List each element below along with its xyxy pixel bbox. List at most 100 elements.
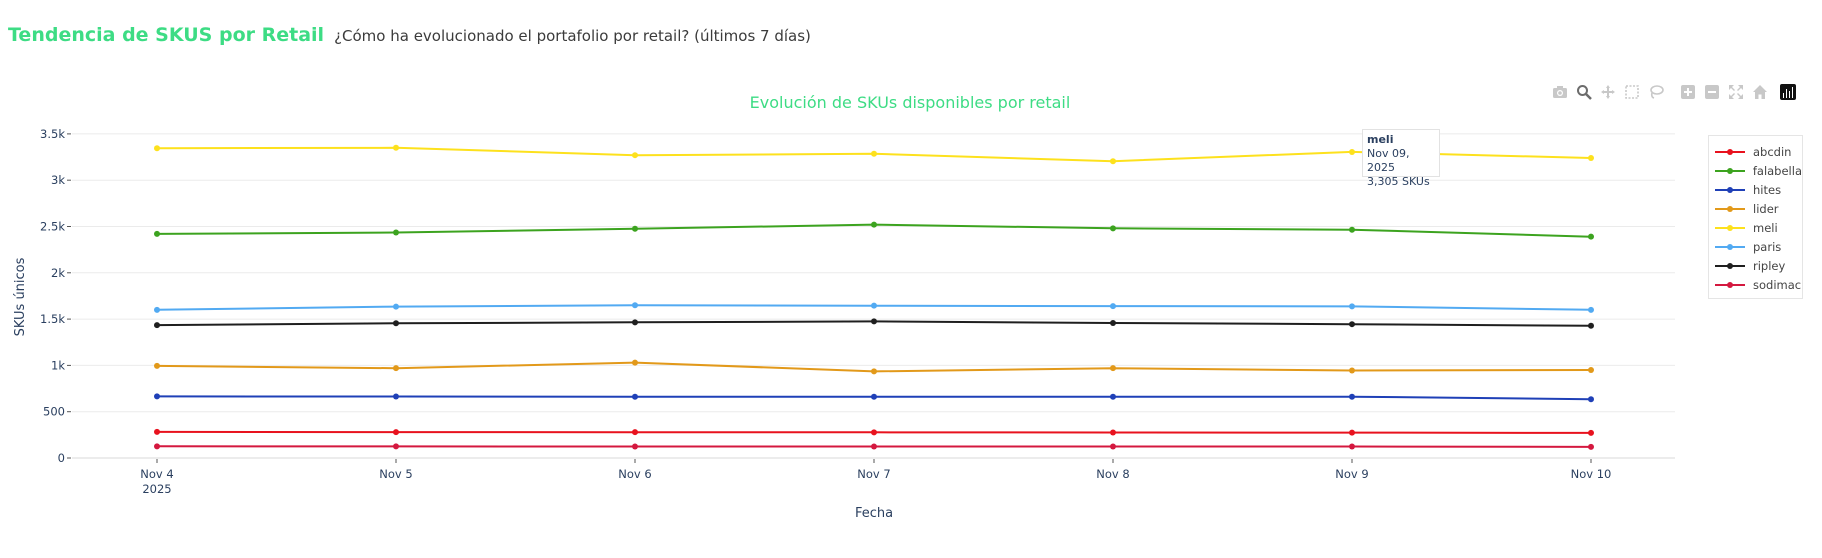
y-tick-label: 2k [51, 266, 65, 280]
data-point-abcdin[interactable] [1349, 429, 1355, 436]
data-point-ripley[interactable] [1588, 322, 1594, 329]
data-point-lider[interactable] [1110, 365, 1116, 372]
series-lider [154, 359, 1594, 375]
data-point-abcdin[interactable] [1110, 429, 1116, 436]
data-point-hites[interactable] [1110, 393, 1116, 400]
lasso-icon[interactable] [1648, 84, 1664, 100]
legend-label: hites [1753, 182, 1782, 197]
data-point-abcdin[interactable] [1588, 429, 1594, 436]
x-axis-label: Fecha [855, 506, 893, 521]
data-point-sodimac[interactable] [1588, 443, 1594, 450]
data-point-falabella[interactable] [154, 230, 160, 237]
zoom-out-icon[interactable] [1704, 84, 1720, 100]
data-point-hites[interactable] [154, 393, 160, 400]
data-point-ripley[interactable] [154, 322, 160, 329]
page-title: Tendencia de SKUS por Retail [8, 24, 325, 46]
data-point-falabella[interactable] [1349, 226, 1355, 233]
legend-item-lider[interactable]: lider [1709, 199, 1802, 218]
legend-swatch [1715, 166, 1745, 176]
data-point-paris[interactable] [1349, 303, 1355, 310]
legend-swatch [1715, 185, 1745, 195]
data-point-paris[interactable] [632, 302, 638, 309]
y-axis: 0 500 1k 1.5k 2k 2.5k 3k 3.5k [40, 127, 71, 465]
data-point-sodimac[interactable] [154, 443, 160, 450]
data-point-abcdin[interactable] [632, 429, 638, 436]
series-abcdin [154, 428, 1594, 436]
data-point-meli[interactable] [632, 152, 638, 159]
data-point-abcdin[interactable] [154, 428, 160, 435]
data-point-sodimac[interactable] [1349, 443, 1355, 450]
box-select-icon[interactable] [1624, 84, 1640, 100]
series-lines [154, 144, 1594, 450]
data-point-ripley[interactable] [1349, 321, 1355, 328]
legend-item-falabella[interactable]: falabella [1709, 161, 1802, 180]
data-point-lider[interactable] [632, 359, 638, 366]
y-tick-label: 1.5k [40, 312, 65, 326]
data-point-meli[interactable] [1349, 148, 1355, 155]
legend-swatch [1715, 147, 1745, 157]
legend-item-hites[interactable]: hites [1709, 180, 1802, 199]
data-point-hites[interactable] [871, 393, 877, 400]
tooltip-series: meli [1367, 133, 1394, 146]
data-point-meli[interactable] [1110, 158, 1116, 165]
data-point-lider[interactable] [871, 368, 877, 375]
data-point-meli[interactable] [154, 145, 160, 152]
data-point-meli[interactable] [871, 150, 877, 157]
data-point-hites[interactable] [393, 393, 399, 400]
data-point-falabella[interactable] [1110, 225, 1116, 232]
data-point-falabella[interactable] [871, 221, 877, 228]
legend-swatch [1715, 204, 1745, 214]
data-point-ripley[interactable] [632, 319, 638, 326]
pan-icon[interactable] [1600, 84, 1616, 100]
data-point-paris[interactable] [871, 302, 877, 309]
data-point-lider[interactable] [393, 365, 399, 372]
data-point-falabella[interactable] [393, 229, 399, 236]
x-tick-label: Nov 4 [140, 467, 173, 481]
x-tick-label: Nov 10 [1571, 467, 1612, 481]
plotly-logo-icon[interactable] [1780, 84, 1796, 100]
data-point-ripley[interactable] [393, 320, 399, 327]
data-point-hites[interactable] [1588, 396, 1594, 403]
data-point-ripley[interactable] [871, 318, 877, 325]
y-tick-label: 500 [43, 405, 65, 419]
data-point-paris[interactable] [1110, 303, 1116, 310]
camera-icon[interactable] [1552, 84, 1568, 100]
data-point-lider[interactable] [1349, 367, 1355, 374]
data-point-lider[interactable] [1588, 367, 1594, 374]
data-point-sodimac[interactable] [1110, 443, 1116, 450]
data-point-sodimac[interactable] [393, 443, 399, 450]
y-tick-label: 1k [51, 358, 65, 372]
data-point-paris[interactable] [154, 306, 160, 313]
data-point-lider[interactable] [154, 362, 160, 369]
data-point-ripley[interactable] [1110, 319, 1116, 326]
data-point-paris[interactable] [393, 303, 399, 310]
y-axis-label: SKUs únicos [13, 257, 28, 336]
data-point-hites[interactable] [1349, 393, 1355, 400]
legend-item-sodimac[interactable]: sodimac [1709, 275, 1802, 294]
data-point-abcdin[interactable] [871, 429, 877, 436]
legend-item-ripley[interactable]: ripley [1709, 256, 1802, 275]
data-point-abcdin[interactable] [393, 429, 399, 436]
legend-item-abcdin[interactable]: abcdin [1709, 142, 1802, 161]
autoscale-icon[interactable] [1728, 84, 1744, 100]
data-point-meli[interactable] [1588, 154, 1594, 161]
y-tick-label: 0 [58, 451, 65, 465]
x-tick-label: Nov 6 [618, 467, 651, 481]
data-point-sodimac[interactable] [871, 443, 877, 450]
reset-axes-icon[interactable] [1752, 84, 1768, 100]
zoom-icon[interactable] [1576, 84, 1592, 100]
legend-item-meli[interactable]: meli [1709, 218, 1802, 237]
legend-label: falabella [1752, 163, 1802, 178]
data-point-paris[interactable] [1588, 306, 1594, 313]
data-point-hites[interactable] [632, 393, 638, 400]
data-point-falabella[interactable] [632, 225, 638, 232]
legend-label: ripley [1753, 258, 1786, 273]
zoom-in-icon[interactable] [1680, 84, 1696, 100]
series-hites [154, 393, 1594, 403]
y-tick-label: 3k [51, 173, 65, 187]
data-point-sodimac[interactable] [632, 443, 638, 450]
data-point-meli[interactable] [393, 144, 399, 151]
legend-item-paris[interactable]: paris [1709, 237, 1802, 256]
data-point-falabella[interactable] [1588, 233, 1594, 240]
series-meli [154, 144, 1594, 165]
